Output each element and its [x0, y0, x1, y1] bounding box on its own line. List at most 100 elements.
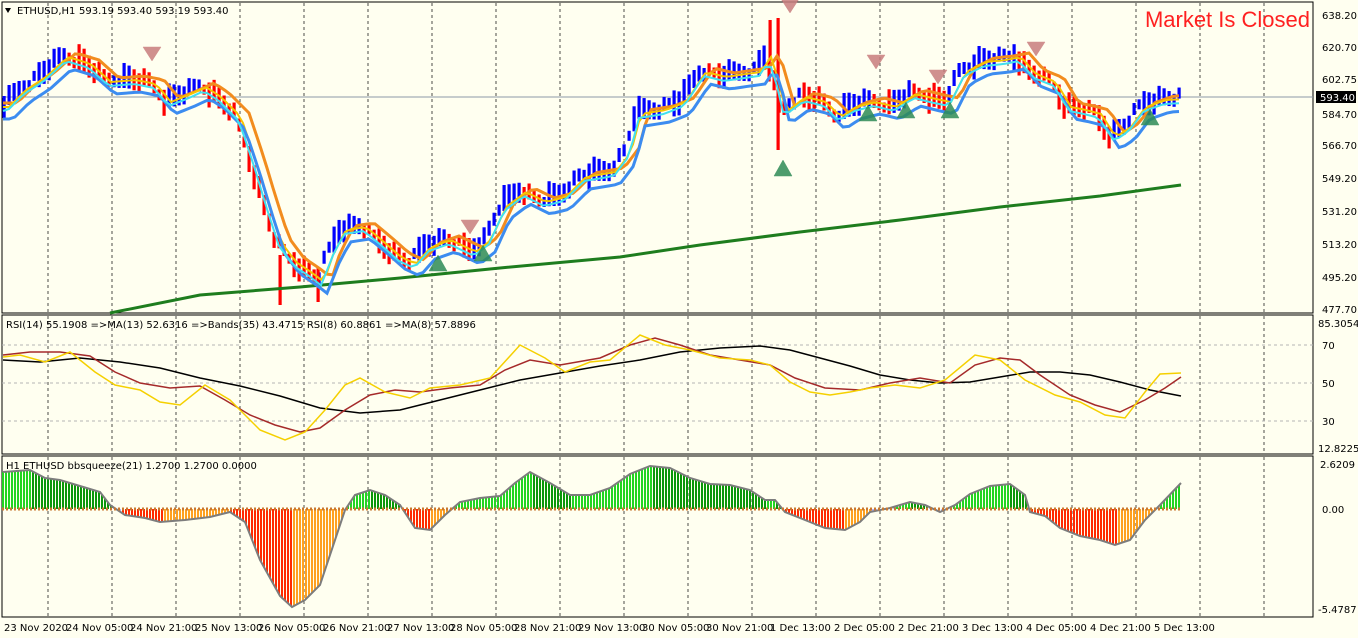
- time-tick: 30 Nov 05:00: [642, 623, 709, 634]
- squeeze-bar: [83, 487, 85, 509]
- squeeze-bar: [566, 493, 568, 509]
- candle: [1032, 65, 1036, 84]
- time-tick: 24 Nov 21:00: [130, 623, 197, 634]
- candle: [1027, 59, 1031, 80]
- time-tick: 28 Nov 05:00: [450, 623, 517, 634]
- squeeze-bar: [767, 500, 769, 509]
- candle: [637, 95, 641, 119]
- candle: [22, 80, 26, 95]
- candle: [1062, 95, 1066, 119]
- squeeze-bar: [1058, 509, 1060, 528]
- candle: [922, 92, 926, 103]
- candle: [377, 228, 381, 254]
- squeeze-bar: [461, 501, 463, 509]
- price-tick: 495.20: [1322, 273, 1357, 284]
- squeeze-bar: [56, 479, 58, 509]
- squeeze-bar: [572, 495, 574, 509]
- squeeze-bar: [278, 509, 280, 595]
- candle: [57, 47, 61, 65]
- squeeze-bar: [155, 509, 157, 521]
- squeeze-bar: [518, 480, 520, 509]
- squeeze-bar: [2, 472, 4, 509]
- squeeze-bar: [1079, 509, 1081, 536]
- squeeze-bar: [1133, 509, 1135, 535]
- buy-arrow-icon: [473, 244, 493, 262]
- squeeze-bar: [1103, 509, 1105, 542]
- squeeze-bar: [854, 509, 856, 525]
- candle: [572, 170, 576, 186]
- squeeze-bar: [971, 493, 973, 509]
- squeeze-bar: [197, 509, 199, 519]
- squeeze-bar: [413, 509, 415, 527]
- candle: [622, 144, 626, 157]
- buy-arrow-icon: [858, 104, 878, 122]
- squeeze-bar: [1145, 509, 1147, 519]
- squeeze-bar: [743, 488, 745, 509]
- squeeze-bar: [470, 499, 472, 509]
- squeeze-bar: [242, 509, 244, 521]
- squeeze-bar: [641, 469, 643, 509]
- squeeze-bar: [1076, 509, 1078, 535]
- squeeze-axis: 2.6209 0.00 -5.4787: [1318, 460, 1357, 616]
- squeeze-bar: [128, 509, 130, 516]
- candle: [247, 146, 251, 172]
- sell-arrow-icon: [928, 69, 948, 85]
- squeeze-bar: [635, 471, 637, 509]
- squeeze-bar: [605, 489, 607, 509]
- candle: [687, 74, 691, 95]
- squeeze-bar: [725, 484, 727, 509]
- time-tick: 2 Dec 21:00: [898, 623, 959, 634]
- time-tick: 25 Nov 13:00: [195, 623, 262, 634]
- squeeze-label: H1 ETHUSD bbsqueeze(21) 1.2700 1.2700 0.…: [6, 461, 257, 472]
- squeeze-bar: [845, 509, 847, 530]
- squeeze-bar: [365, 491, 367, 509]
- candle: [582, 169, 586, 181]
- squeeze-bar: [419, 509, 421, 529]
- candle: [262, 195, 266, 216]
- candle: [497, 204, 501, 216]
- squeeze-bar: [899, 505, 901, 509]
- ohlc-label: 593.19 593.40 593.19 593.40: [79, 6, 229, 17]
- candle: [567, 181, 571, 199]
- squeeze-bar: [356, 494, 358, 509]
- squeeze-bar: [968, 494, 970, 509]
- squeeze-bar: [848, 509, 850, 528]
- candle: [697, 65, 701, 82]
- candle: [117, 77, 121, 88]
- squeeze-bar: [185, 509, 187, 520]
- squeeze-bar: [1163, 500, 1165, 509]
- price-tick: 602.75: [1322, 75, 1357, 86]
- price-panel[interactable]: [1, 1, 1314, 314]
- squeeze-bar: [368, 490, 370, 509]
- squeeze-bar: [266, 509, 268, 573]
- squeeze-bar: [386, 496, 388, 509]
- squeeze-bar: [815, 509, 817, 525]
- dropdown-triangle-icon[interactable]: [5, 8, 11, 13]
- squeeze-bar: [707, 483, 709, 509]
- candle: [647, 100, 651, 120]
- squeeze-bar: [683, 475, 685, 509]
- squeeze-bar: [536, 475, 538, 509]
- time-tick: 24 Nov 05:00: [66, 623, 133, 634]
- squeeze-bar: [791, 509, 793, 515]
- squeeze-bar: [674, 470, 676, 509]
- candle: [437, 228, 441, 247]
- squeeze-bar: [1013, 486, 1015, 509]
- squeeze-bar: [668, 467, 670, 509]
- candle: [172, 84, 176, 107]
- squeeze-bar: [911, 502, 913, 509]
- squeeze-bar: [326, 509, 328, 564]
- candle: [827, 101, 831, 117]
- yellow-ma-line: [3, 54, 1180, 282]
- candle: [277, 234, 281, 249]
- squeeze-bar: [77, 485, 79, 509]
- squeeze-bar: [1040, 509, 1042, 515]
- rsi-panel[interactable]: [1, 314, 1314, 455]
- squeeze-bar: [1025, 498, 1027, 509]
- squeeze-bar: [1004, 484, 1006, 509]
- squeeze-bar: [53, 479, 55, 509]
- squeeze-bar: [281, 509, 283, 598]
- squeeze-bar: [512, 484, 514, 509]
- candle: [37, 62, 41, 88]
